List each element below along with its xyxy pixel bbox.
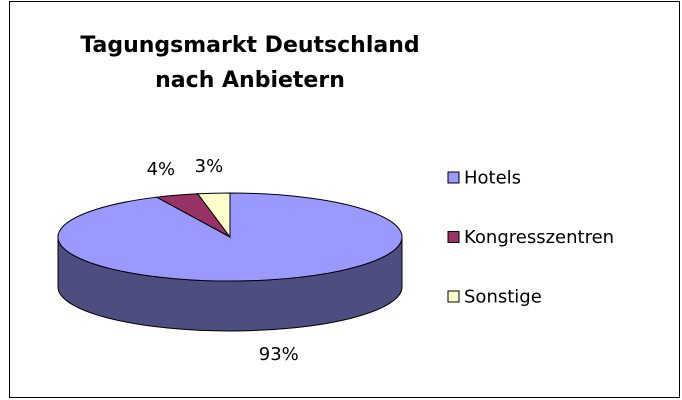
pie-slice [57,192,403,282]
legend-label: Kongresszentren [464,227,614,248]
chart-frame [9,1,680,398]
legend-swatch [447,171,460,184]
chart-title: Tagungsmarkt Deutschland nach Anbietern [80,33,420,93]
data-label: 93% [259,344,299,365]
data-label: 4% [147,159,176,180]
legend-swatch [447,290,460,303]
legend-swatch [447,231,460,243]
legend-label: Sonstige [464,287,542,308]
data-label: 3% [195,156,224,177]
pie-slice [196,192,231,239]
legend-label: Hotels [464,168,521,189]
